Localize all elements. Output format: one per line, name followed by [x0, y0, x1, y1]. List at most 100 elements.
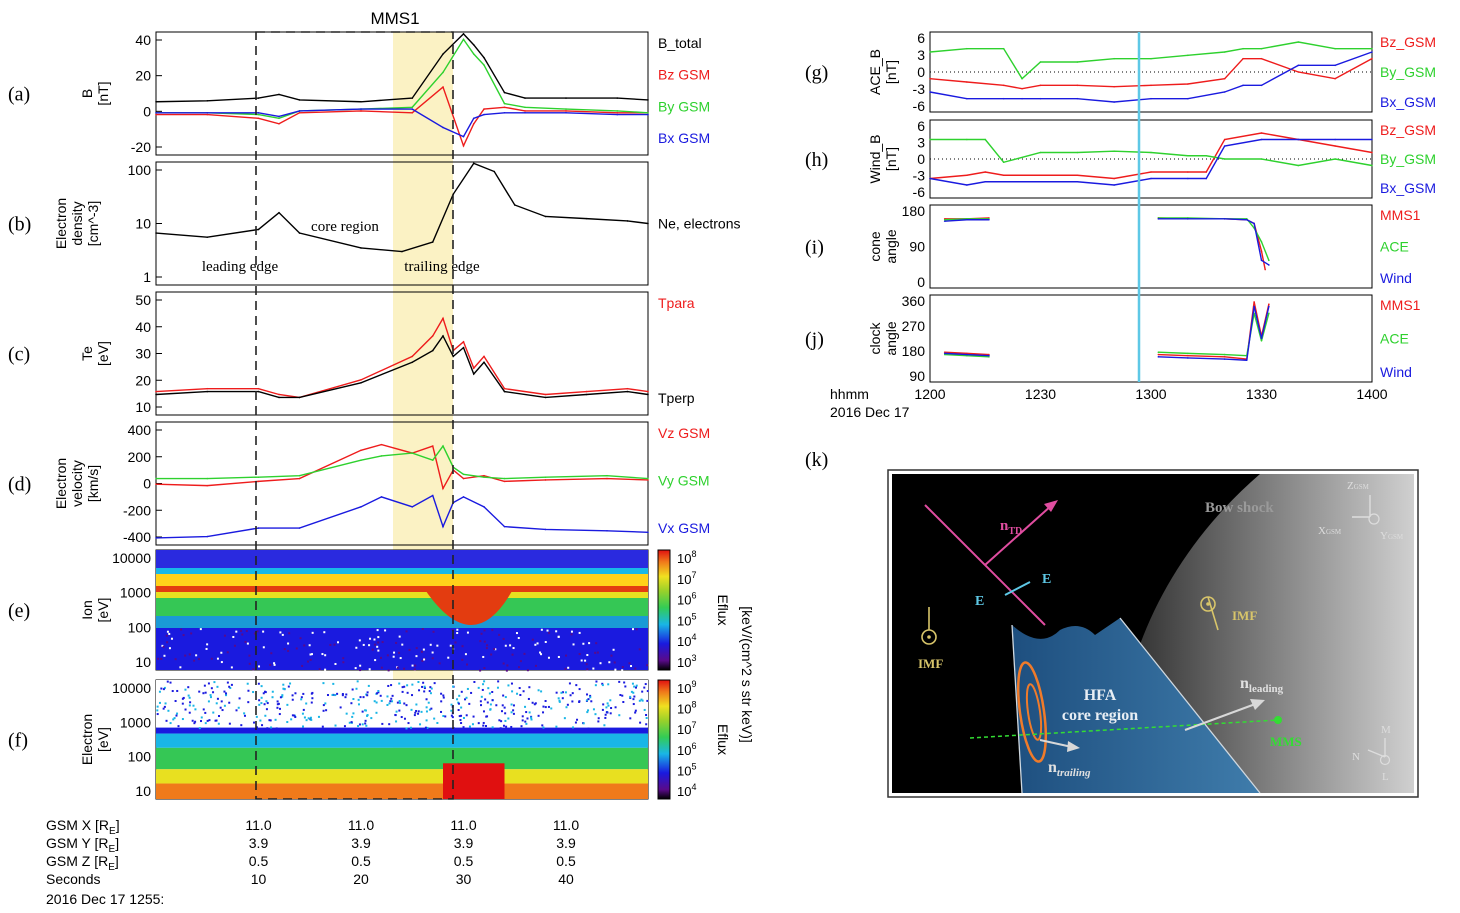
y-tick-label: 0 — [917, 64, 925, 80]
spectro-noise — [366, 694, 368, 696]
data-point — [1261, 250, 1263, 252]
legend-entry: By_GSM — [1380, 151, 1436, 167]
spectro-noise — [629, 717, 631, 719]
data-point — [206, 485, 208, 487]
data-point — [258, 229, 260, 231]
left-title: MMS1 — [370, 9, 419, 28]
data-point — [504, 92, 506, 94]
spectro-noise — [377, 650, 379, 652]
spectro-noise — [319, 668, 321, 670]
data-point — [411, 106, 413, 108]
spectro-noise — [171, 638, 173, 640]
spectro-noise — [292, 699, 294, 701]
spectro-noise — [434, 682, 436, 684]
series-segment — [1262, 306, 1269, 338]
spectro-noise — [512, 654, 514, 656]
spectro-noise — [272, 696, 274, 698]
svg-text:Eflux: Eflux — [715, 594, 731, 625]
spectro-noise — [460, 707, 462, 709]
spectro-noise — [510, 726, 512, 728]
spectro-noise — [594, 652, 596, 654]
spectro-noise — [450, 710, 452, 712]
spectro-noise — [332, 694, 334, 696]
data-point — [606, 478, 608, 480]
data-point — [483, 356, 485, 358]
data-point — [452, 193, 454, 195]
spectro-noise — [386, 704, 388, 706]
series-segment — [1254, 223, 1261, 260]
legend-entry: Bx_GSM — [1380, 180, 1436, 196]
spectro-noise — [505, 696, 507, 698]
spectro-noise — [231, 684, 233, 686]
spectro-noise — [399, 700, 401, 702]
spectro-noise — [607, 683, 609, 685]
data-point — [545, 476, 547, 478]
spectro-noise — [310, 717, 312, 719]
data-point — [411, 452, 413, 454]
spectro-noise — [592, 668, 594, 670]
spectro-noise — [166, 720, 168, 722]
data-point — [432, 459, 434, 461]
spectro-noise — [368, 685, 370, 687]
legend-entry: Bx GSM — [658, 130, 710, 146]
y-tick-label: 40 — [135, 319, 151, 335]
data-point — [504, 103, 506, 105]
spectro-noise — [398, 652, 400, 654]
data-point — [1334, 48, 1336, 50]
spectro-noise — [350, 702, 352, 704]
spectro-noise — [294, 692, 296, 694]
spectro-noise — [414, 712, 416, 714]
data-point — [1242, 58, 1244, 60]
spectro-noise — [581, 660, 583, 662]
data-point — [1040, 85, 1042, 87]
data-point — [944, 220, 946, 222]
spectro-noise — [277, 700, 279, 702]
spectro-noise — [310, 719, 312, 721]
data-point — [258, 481, 260, 483]
spectro-noise — [486, 644, 488, 646]
spectro-noise — [562, 697, 564, 699]
spectro-noise — [513, 704, 515, 706]
spectro-noise — [284, 648, 286, 650]
data-point — [360, 379, 362, 381]
spectro-noise — [632, 683, 634, 685]
spectro-noise — [489, 692, 491, 694]
legend-entry: Bx_GSM — [1380, 94, 1436, 110]
panel-label: (e) — [8, 600, 30, 622]
spectro-noise — [399, 636, 401, 638]
spectro-noise — [518, 666, 520, 668]
spectro-noise — [334, 663, 336, 665]
orbit-value: 20 — [353, 871, 369, 887]
data-point — [1261, 340, 1263, 342]
spectro-noise — [163, 646, 165, 648]
spectro-noise — [272, 691, 274, 693]
spectro-noise — [647, 690, 649, 692]
data-point — [360, 506, 362, 508]
data-point — [586, 391, 588, 393]
spectro-noise — [405, 727, 407, 729]
data-point — [504, 478, 506, 480]
spectro-noise — [423, 690, 425, 692]
spectro-band — [156, 586, 648, 592]
y-tick-label: -20 — [131, 139, 151, 155]
spectro-noise — [525, 711, 527, 713]
orbit-value: 10 — [251, 871, 267, 887]
panel-d: (d) Electron velocity [km/s]4002000-200-400… — [8, 422, 710, 545]
spectro-noise — [223, 691, 225, 693]
data-point — [1298, 71, 1300, 73]
series-segment — [1262, 260, 1269, 265]
spectro-noise — [456, 698, 458, 700]
spectro-noise — [167, 631, 169, 633]
data-point — [966, 184, 968, 186]
panel-annotation: core region — [311, 219, 379, 235]
data-point — [463, 474, 465, 476]
spectro-noise — [571, 633, 573, 635]
spectro-noise — [333, 644, 335, 646]
legend-entry: ACE — [1380, 331, 1409, 347]
spectro-noise — [614, 661, 616, 663]
spectro-noise — [249, 663, 251, 665]
spectro-noise — [579, 632, 581, 634]
spectro-noise — [466, 697, 468, 699]
spectro-noise — [436, 722, 438, 724]
data-point — [565, 110, 567, 112]
